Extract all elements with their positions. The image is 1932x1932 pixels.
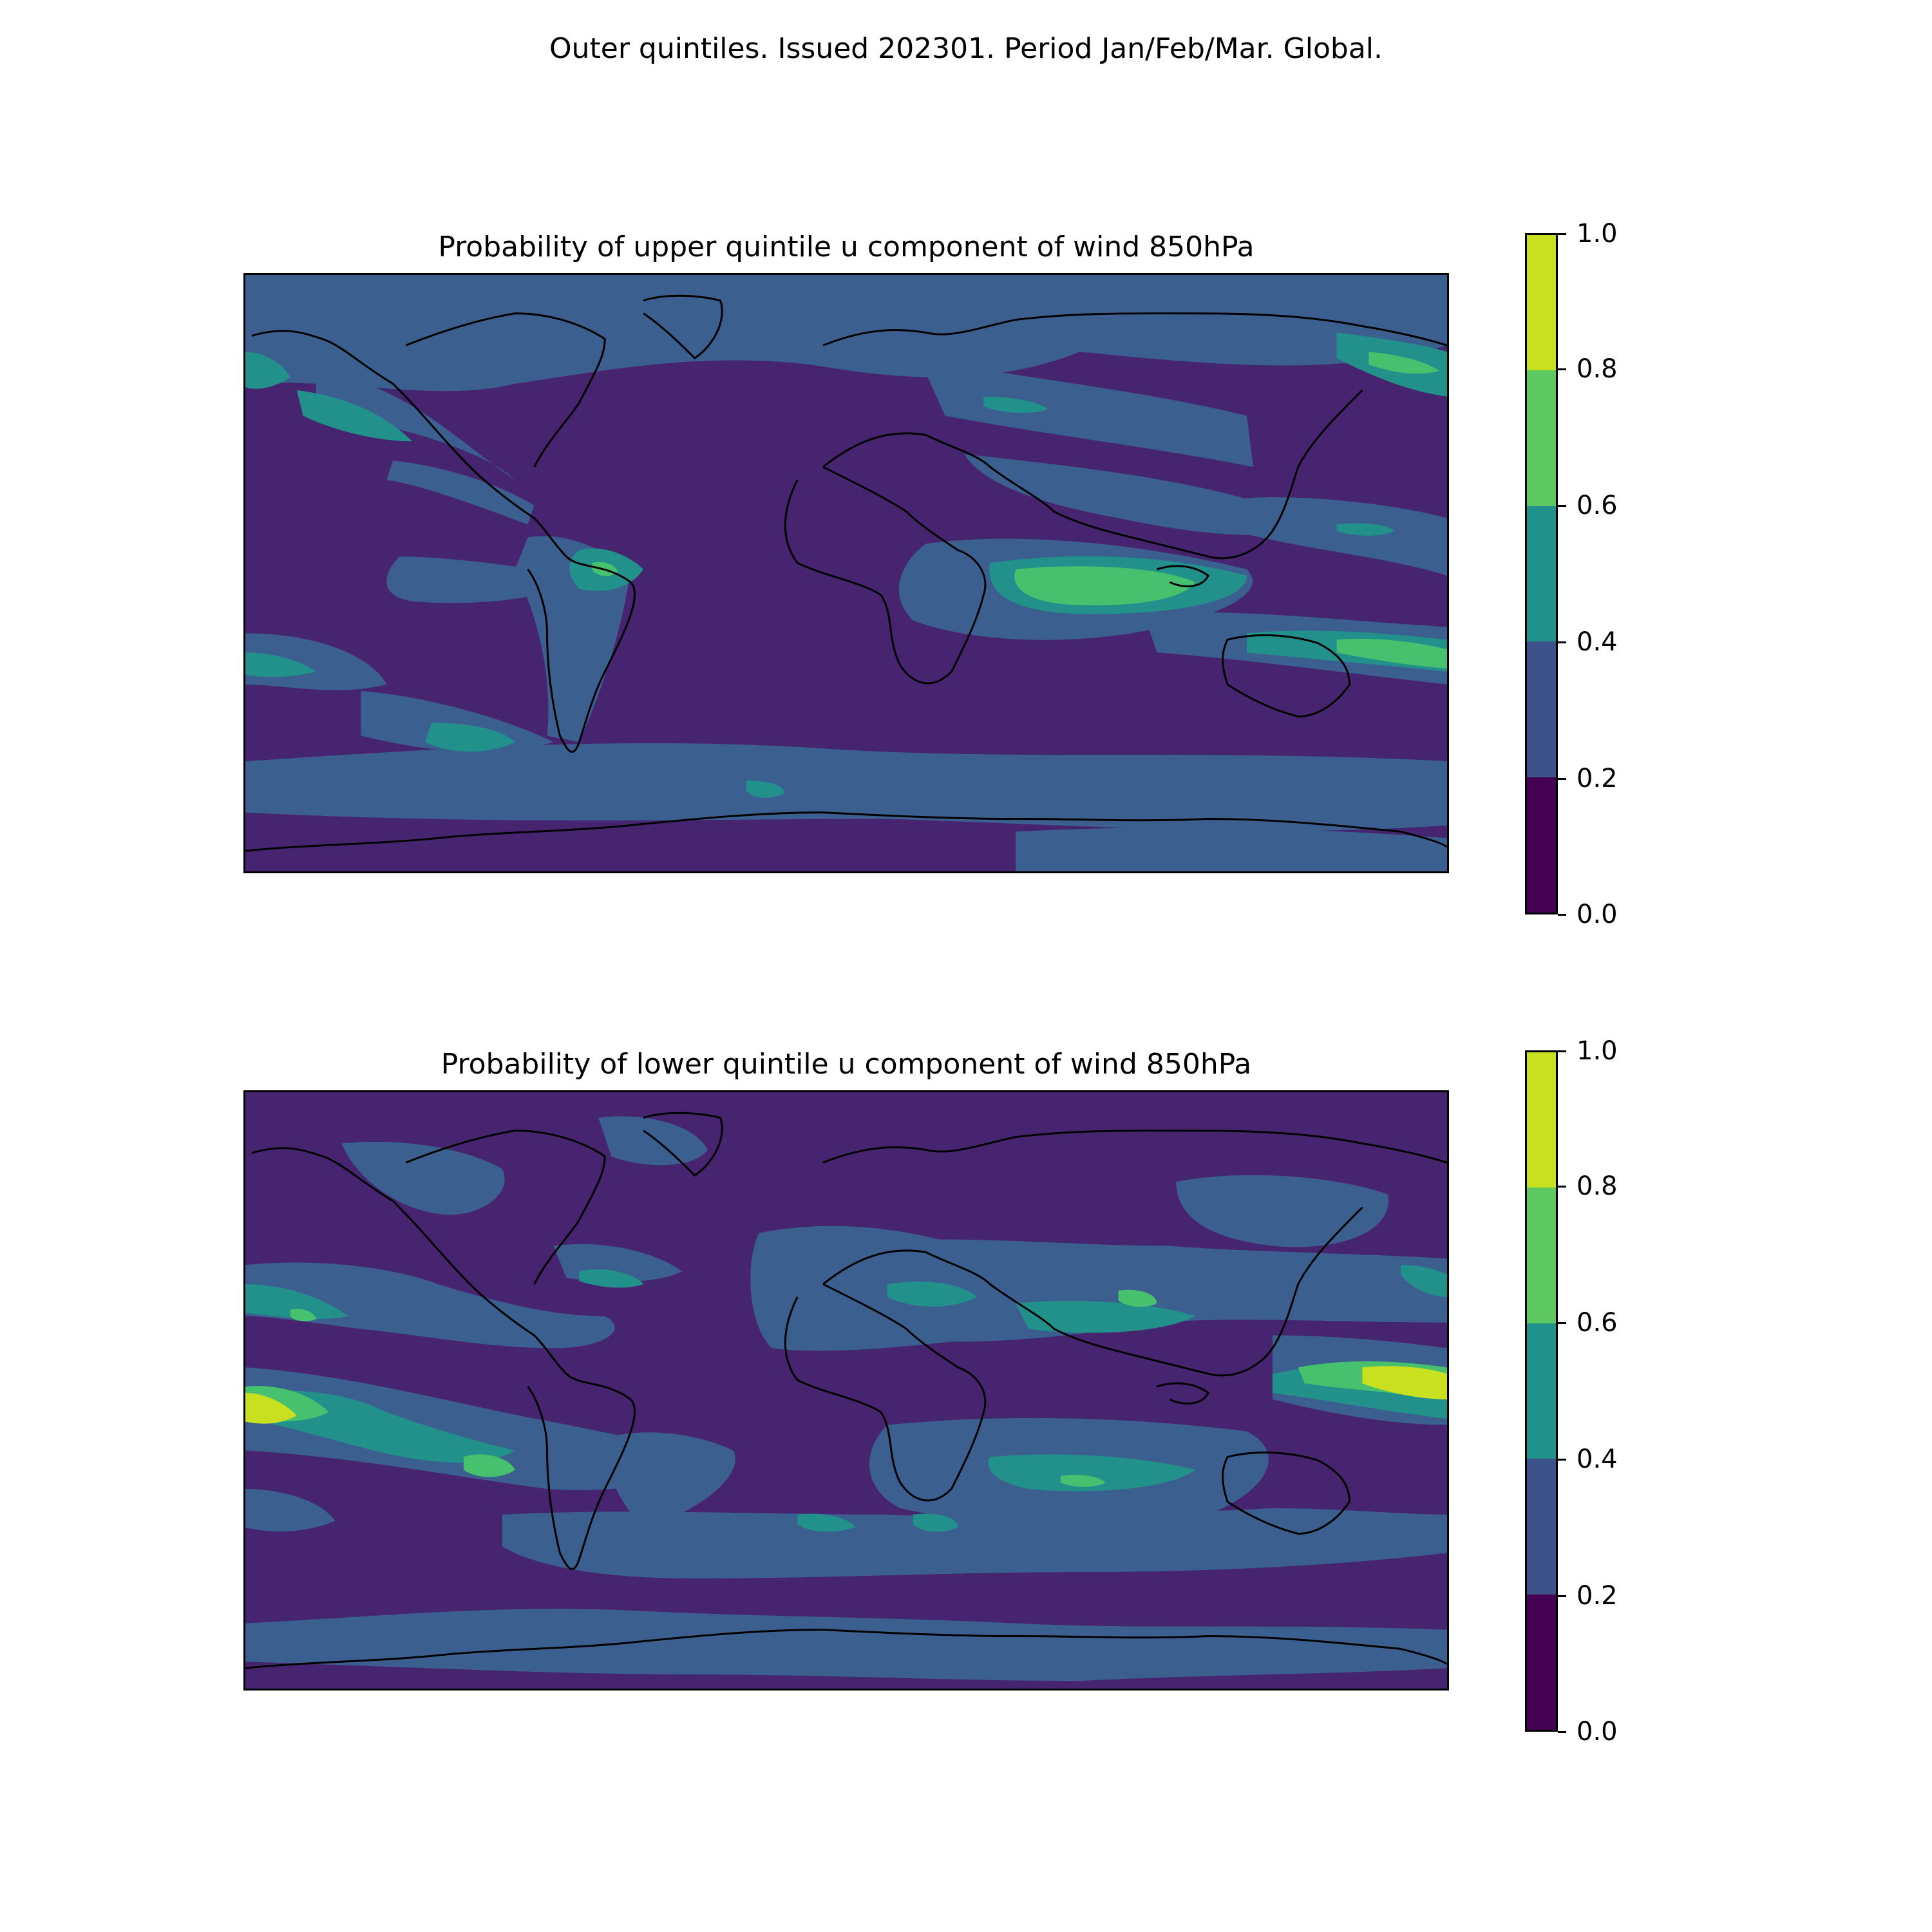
colorbar-tick-label: 0.4 (1577, 627, 1618, 657)
colorbar-segment-4 (1527, 235, 1556, 371)
colorbar-upper (1525, 233, 1558, 914)
colorbar-segment-1 (1527, 641, 1556, 777)
colorbar-segment-4 (1527, 1052, 1556, 1188)
colorbar-segment-2 (1527, 1323, 1556, 1459)
colorbar-tick-label: 0.6 (1577, 491, 1618, 520)
colorbar-tick-label: 0.8 (1577, 354, 1618, 384)
panel-lower-title: Probability of lower quintile u componen… (440, 1048, 1252, 1081)
map-upper-quintile (243, 273, 1449, 873)
panel-upper-title: Probability of upper quintile u componen… (438, 231, 1255, 263)
colorbar-segment-1 (1527, 1459, 1556, 1595)
colorbar-segment-2 (1527, 506, 1556, 642)
colorbar-tick-label: 0.2 (1577, 764, 1618, 793)
colorbar-tick-label: 0.8 (1577, 1171, 1618, 1201)
colorbar-tick-label: 0.0 (1577, 900, 1618, 929)
colorbar-segment-3 (1527, 370, 1556, 506)
colorbar-lower (1525, 1050, 1558, 1732)
colorbar-segment-3 (1527, 1188, 1556, 1323)
colorbar-tick-label: 1.0 (1577, 219, 1618, 249)
colorbar-tick-label: 0.6 (1577, 1308, 1618, 1338)
colorbar-tick-label: 0.2 (1577, 1581, 1618, 1611)
figure-suptitle: Outer quintiles. Issued 202301. Period J… (549, 32, 1383, 65)
colorbar-tick-label: 1.0 (1577, 1036, 1618, 1066)
colorbar-segment-0 (1527, 1594, 1556, 1730)
colorbar-tick-label: 0.0 (1577, 1717, 1618, 1747)
colorbar-tick-label: 0.4 (1577, 1444, 1618, 1474)
map-lower-quintile (243, 1090, 1449, 1690)
colorbar-segment-0 (1527, 777, 1556, 913)
